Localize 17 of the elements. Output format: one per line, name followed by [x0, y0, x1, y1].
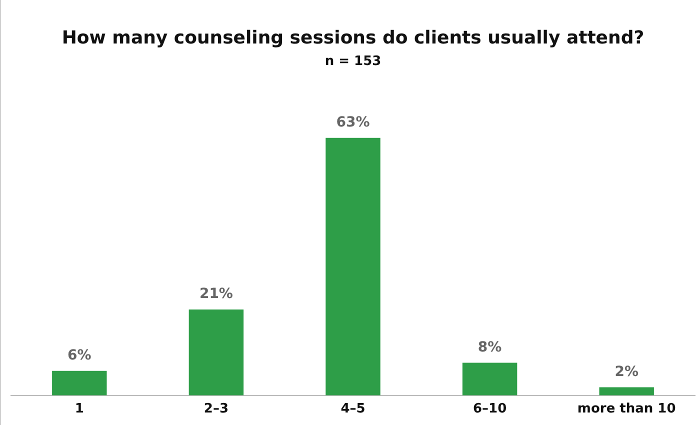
- bar: [326, 138, 380, 396]
- data-label: 6%: [68, 348, 92, 364]
- bar: [599, 387, 654, 396]
- bar: [188, 310, 244, 396]
- data-label: 2%: [614, 364, 638, 380]
- x-tick-label: 1: [74, 402, 84, 417]
- bar: [462, 362, 518, 396]
- x-tick-label: 6–10: [472, 402, 507, 417]
- chart-subtitle: n = 153: [324, 54, 382, 69]
- x-tick-label: 2–3: [204, 402, 228, 417]
- bar: [52, 370, 107, 396]
- x-tick-label: more than 10: [577, 402, 676, 417]
- chart-title: How many counseling sessions do clients usually attend?: [62, 27, 644, 48]
- data-label: 21%: [199, 286, 233, 302]
- data-label: 8%: [478, 339, 502, 356]
- data-label: 63%: [336, 114, 370, 130]
- x-tick-label: 4–5: [340, 402, 366, 417]
